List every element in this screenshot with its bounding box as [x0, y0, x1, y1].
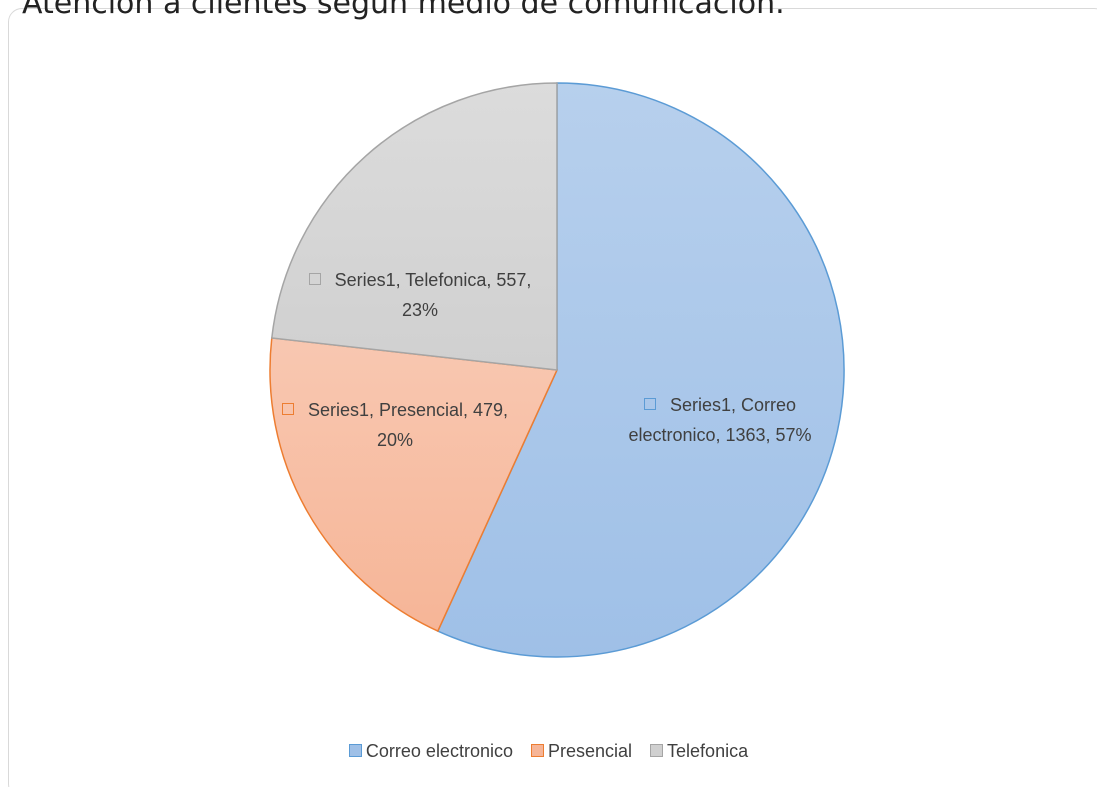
pie-slice — [269, 337, 559, 633]
label-marker — [308, 273, 321, 285]
data-label: Series1, Telefonica, 557, 23% — [300, 265, 540, 325]
legend-swatch — [348, 744, 362, 757]
legend-item: Presencial — [530, 741, 633, 762]
label-marker — [281, 403, 294, 415]
data-label: Series1, Presencial, 479, 20% — [280, 395, 510, 455]
chart-frame — [8, 8, 1097, 787]
label-marker — [643, 398, 656, 410]
legend-item: Telefonica — [650, 741, 748, 762]
data-label-text: Series1, Presencial, 479, 20% — [307, 400, 509, 450]
legend-swatch — [530, 744, 544, 757]
data-label-text: Series1, Telefonica, 557, 23% — [334, 270, 532, 320]
legend-label: Correo electronico — [365, 741, 513, 761]
legend-label: Presencial — [547, 741, 633, 761]
data-label-text: Series1, Correo electronico, 1363, 57% — [628, 395, 812, 445]
data-label: Series1, Correo electronico, 1363, 57% — [605, 390, 835, 450]
legend-swatch — [650, 744, 664, 757]
legend-item: Correo electronico — [348, 741, 513, 762]
legend-label: Telefonica — [667, 741, 749, 761]
chart-title: Atencion a clientes segun medio de comun… — [22, 0, 785, 21]
pie-slice — [270, 82, 558, 371]
pie-slice — [436, 82, 845, 658]
legend: Correo electronico Presencial Telefonica — [0, 741, 1097, 762]
